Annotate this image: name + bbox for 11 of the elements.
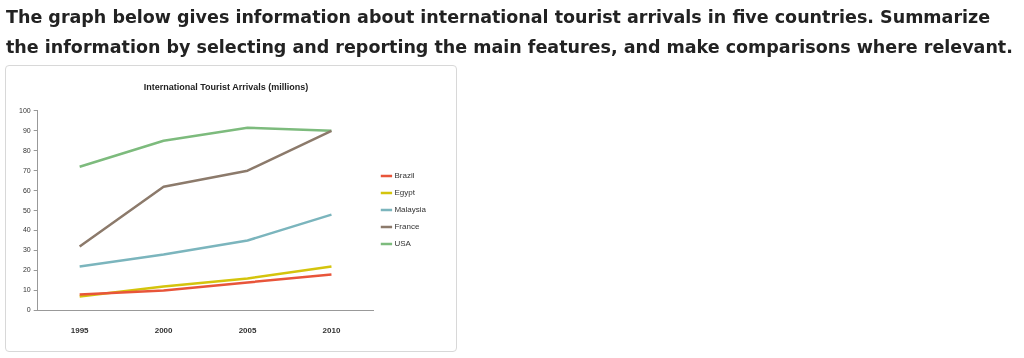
chart-title: International Tourist Arrivals (millions): [143, 81, 309, 92]
legend-label: Malaysia: [394, 205, 427, 215]
x-tick-label: 2005: [238, 326, 257, 336]
legend-label: Brazil: [394, 171, 415, 181]
text: The graph below gives information about international tourist arrivals in five countries. Summarize the information by selecting and reporting the main features, and make comparisons where relevant.: [6, 6, 1014, 59]
x-tick-label: 1995: [70, 326, 90, 336]
legend-label: France: [394, 222, 420, 232]
x-tick-label: 2000: [154, 326, 174, 336]
legend-label: Egypt: [394, 188, 416, 198]
x-tick-label: 2010: [322, 326, 341, 336]
legend-label: USA: [394, 239, 412, 249]
